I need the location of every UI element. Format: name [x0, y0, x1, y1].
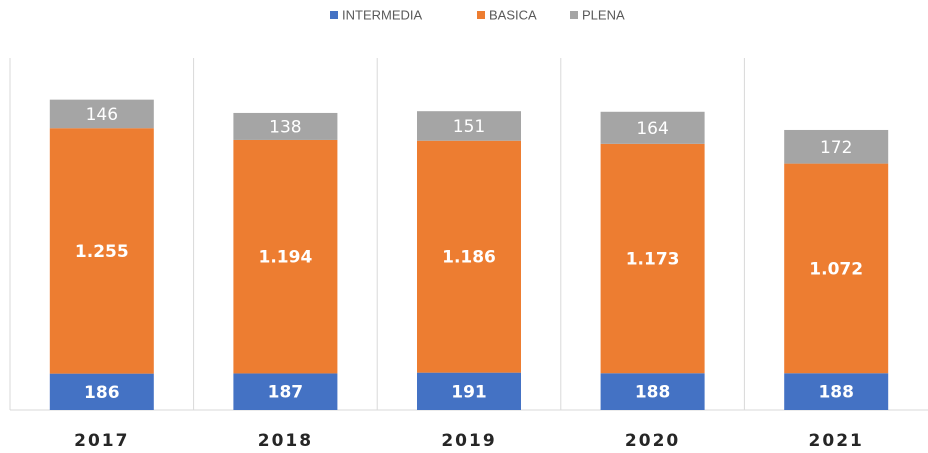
value-label: 188	[818, 383, 854, 403]
value-label: 191	[451, 382, 487, 402]
bar-segment	[784, 163, 889, 374]
legend-swatch	[330, 11, 338, 19]
x-tick-label: 2019	[441, 431, 496, 451]
bar-segment	[600, 143, 705, 374]
value-label: 151	[453, 117, 485, 137]
bar-segment	[784, 129, 889, 164]
bar-segment	[600, 373, 705, 410]
legend-label: PLENA	[582, 7, 625, 22]
bar-segment	[784, 373, 889, 410]
value-label: 1.186	[442, 248, 496, 268]
legend-label: BASICA	[489, 7, 537, 22]
x-tick-label: 2017	[74, 431, 129, 451]
value-label: 172	[820, 138, 852, 158]
bar-segment	[417, 111, 521, 141]
value-label: 1.255	[75, 242, 129, 262]
legend-swatch	[477, 11, 485, 19]
value-label: 187	[268, 383, 304, 403]
value-label: 186	[84, 383, 120, 403]
value-label: 138	[269, 117, 301, 137]
value-label: 164	[636, 119, 668, 139]
bar-segment	[600, 111, 705, 144]
value-label: 1.072	[809, 259, 863, 279]
legend-swatch	[570, 11, 578, 19]
bar-segment	[233, 139, 338, 374]
value-label: 188	[635, 383, 671, 403]
bar-segment	[417, 140, 521, 373]
x-tick-label: 2018	[258, 431, 313, 451]
legend-label: INTERMEDIA	[342, 7, 423, 22]
value-label: 1.194	[259, 248, 313, 268]
bar-segment	[49, 128, 154, 374]
bar-segment	[233, 373, 338, 410]
bar-segment	[49, 373, 154, 410]
bar-segment	[49, 99, 154, 129]
value-label: 146	[86, 105, 118, 125]
x-tick-label: 2020	[625, 431, 680, 451]
value-label: 1.173	[626, 250, 680, 270]
bar-segment	[233, 112, 338, 140]
bar-segment	[417, 372, 521, 410]
x-tick-label: 2021	[809, 431, 864, 451]
